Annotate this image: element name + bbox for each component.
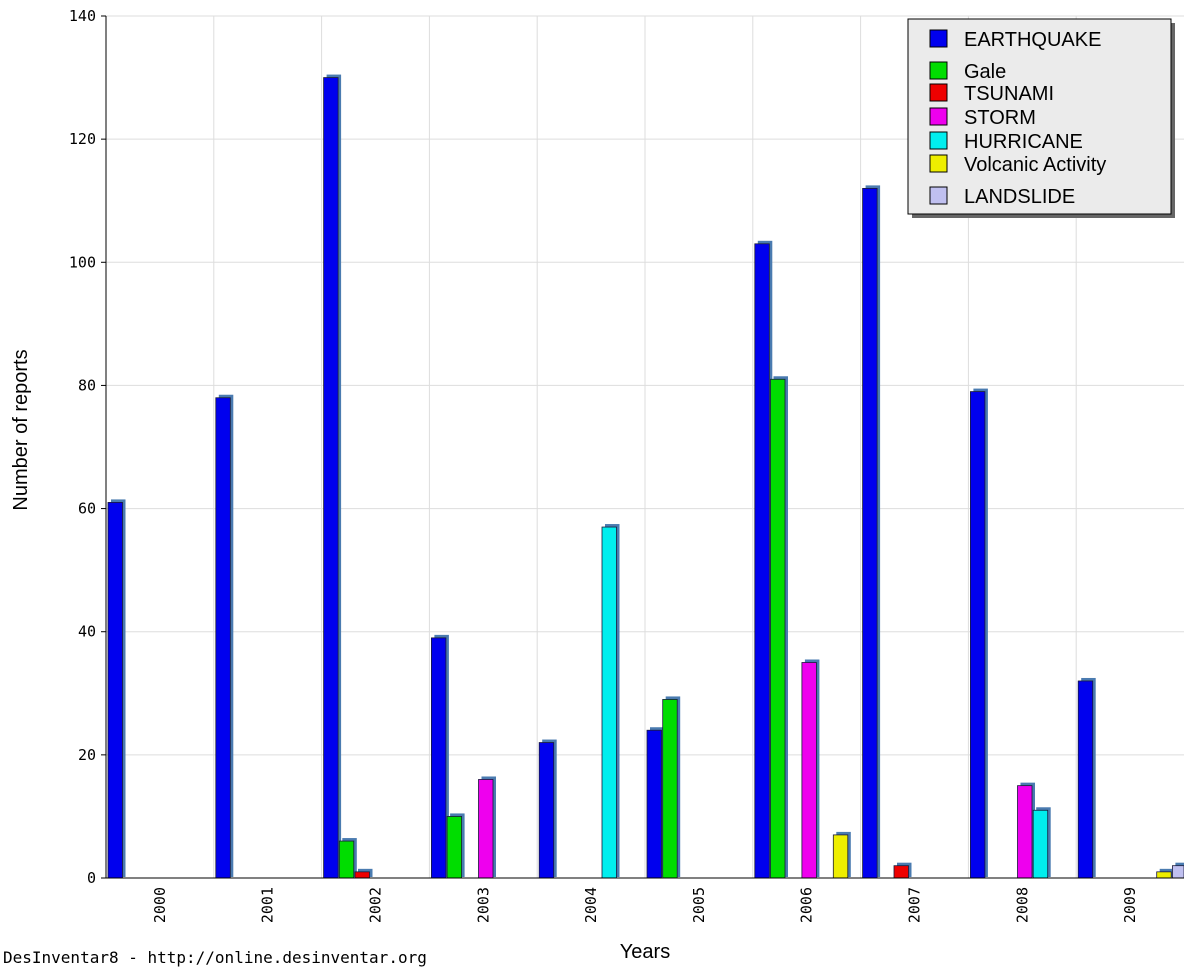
legend-swatch	[929, 107, 948, 126]
bars	[107, 74, 1184, 879]
y-tick-label: 140	[69, 7, 96, 25]
credit-text: DesInventar8 - http://online.desinventar…	[3, 948, 427, 967]
y-tick-label: 60	[78, 500, 96, 518]
bar	[338, 838, 357, 879]
bar	[1077, 677, 1096, 879]
x-tick-label: 2009	[1121, 887, 1139, 923]
legend-label: LANDSLIDE	[964, 186, 1075, 208]
bar	[538, 739, 557, 879]
y-tick-label: 100	[69, 253, 96, 271]
bar	[215, 394, 234, 879]
x-tick-label: 2002	[367, 887, 385, 923]
legend-swatch	[929, 29, 948, 48]
axes	[105, 16, 1184, 879]
legend-swatch	[929, 61, 948, 80]
y-tick-label: 40	[78, 623, 96, 641]
legend-label: Volcanic Activity	[964, 154, 1106, 176]
x-tick-label: 2003	[474, 887, 492, 923]
legend-label: STORM	[964, 107, 1036, 129]
legend: EARTHQUAKE GaleTSUNAMISTORMHURRICANEVolca…	[907, 18, 1175, 218]
y-axis-title: Number of reports	[10, 349, 32, 510]
y-tick-label: 80	[78, 376, 96, 394]
bar	[601, 524, 620, 879]
x-tick-label: 2001	[259, 887, 277, 923]
x-tick-label: 2008	[1013, 887, 1031, 923]
legend-swatch	[929, 154, 948, 173]
x-tick-label: 2000	[151, 887, 169, 923]
bar	[1156, 868, 1175, 879]
bar	[646, 727, 665, 879]
legend-label: HURRICANE	[964, 131, 1083, 153]
grid	[106, 15, 1184, 878]
legend-swatch	[929, 186, 948, 205]
bar	[862, 185, 881, 879]
bar	[970, 388, 988, 879]
bar	[801, 659, 820, 879]
bar	[1172, 862, 1184, 879]
x-tick-label: 2004	[582, 887, 600, 923]
x-tick-label: 2005	[690, 887, 708, 923]
bar	[832, 831, 851, 879]
bar	[893, 862, 912, 879]
bar	[754, 240, 773, 879]
bar	[770, 376, 788, 879]
bar	[1017, 782, 1035, 879]
legend-swatch	[929, 131, 948, 150]
y-axis-ticks: 0 20 40 60 80 100 120 140	[69, 7, 106, 887]
bar	[1032, 807, 1051, 879]
x-axis-title: Years	[620, 941, 670, 963]
bar	[323, 74, 342, 879]
bar	[662, 696, 681, 879]
x-tick-label: 2007	[906, 887, 924, 923]
bar	[354, 868, 373, 879]
legend-swatch	[929, 83, 948, 102]
bar	[107, 499, 126, 879]
x-axis-ticks: 2000 2001 2002 2003 2004 2005 2006 2007 2008 2009	[151, 887, 1139, 923]
y-tick-label: 20	[78, 746, 96, 764]
bar	[430, 634, 449, 879]
y-tick-label: 0	[87, 869, 96, 887]
legend-box	[907, 18, 1172, 215]
y-tick-label: 120	[69, 130, 96, 148]
x-tick-label: 2006	[798, 887, 816, 923]
legend-label: TSUNAMI	[964, 83, 1054, 105]
legend-label: Gale	[964, 61, 1006, 83]
bar	[478, 776, 496, 879]
bar	[446, 813, 465, 879]
legend-label: EARTHQUAKE	[964, 29, 1101, 51]
